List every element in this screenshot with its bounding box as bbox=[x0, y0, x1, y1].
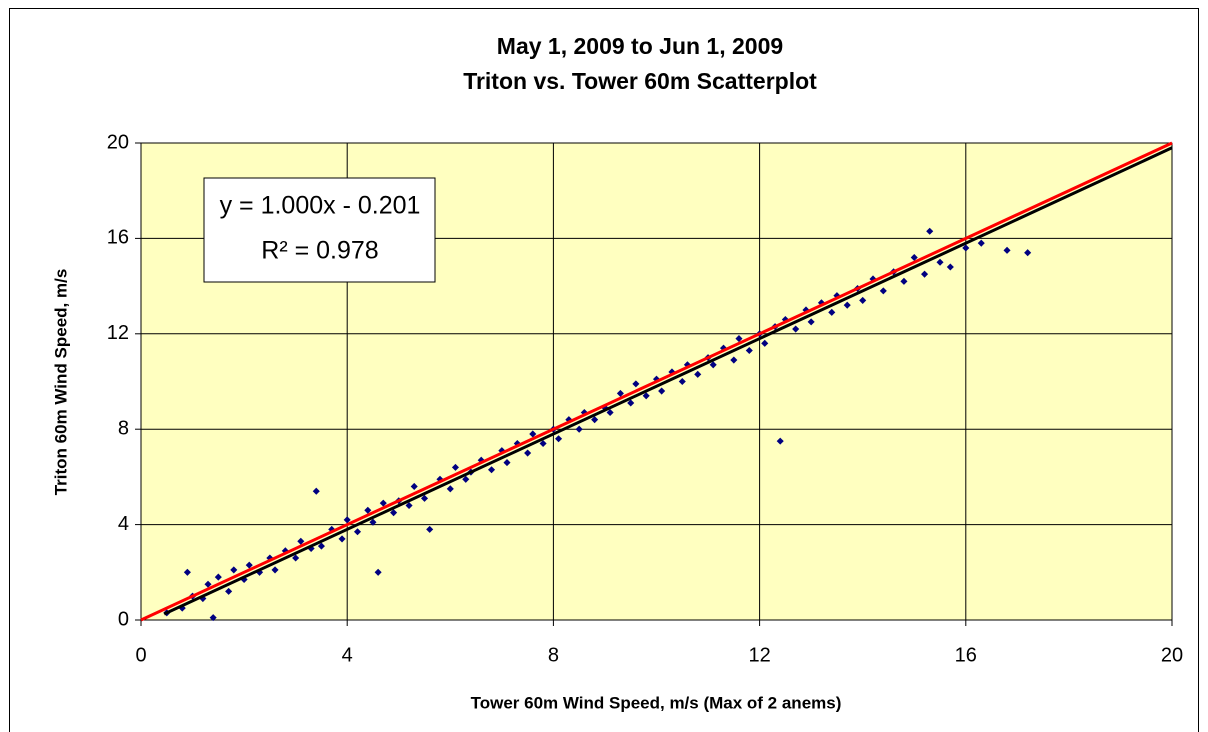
x-tick-label: 16 bbox=[955, 644, 977, 666]
point bbox=[209, 614, 217, 622]
point bbox=[735, 335, 743, 343]
point bbox=[379, 499, 387, 507]
point bbox=[606, 408, 614, 417]
y-axis-label: Triton 60m Wind Speed, m/s bbox=[51, 269, 70, 496]
point bbox=[555, 435, 563, 443]
point bbox=[524, 449, 532, 457]
point bbox=[962, 244, 970, 252]
point bbox=[529, 430, 537, 438]
point bbox=[369, 518, 377, 526]
x-tick-label: 20 bbox=[1161, 644, 1183, 666]
point bbox=[678, 377, 686, 386]
point bbox=[616, 389, 624, 397]
point bbox=[642, 392, 650, 400]
point bbox=[338, 535, 346, 543]
point bbox=[859, 296, 867, 304]
point bbox=[292, 554, 300, 562]
point bbox=[807, 318, 815, 326]
fit-line bbox=[163, 146, 1173, 616]
point bbox=[843, 301, 851, 309]
x-axis-label: Tower 60m Wind Speed, m/s (Max of 2 anem… bbox=[471, 693, 842, 712]
point bbox=[405, 501, 413, 510]
point bbox=[921, 270, 929, 278]
point bbox=[420, 494, 429, 502]
y-tick-label: 12 bbox=[107, 322, 129, 344]
point bbox=[575, 425, 583, 433]
x-tick-label: 4 bbox=[342, 644, 353, 666]
point bbox=[183, 568, 191, 576]
point bbox=[204, 580, 212, 588]
point bbox=[792, 325, 800, 333]
point bbox=[627, 399, 635, 407]
x-tick-label: 0 bbox=[135, 644, 146, 666]
annotation-box bbox=[203, 177, 436, 283]
point bbox=[364, 506, 372, 514]
point bbox=[1003, 246, 1011, 254]
point bbox=[225, 587, 233, 595]
point bbox=[374, 568, 382, 576]
x-tick-label: 8 bbox=[548, 644, 559, 666]
point bbox=[451, 463, 459, 471]
point bbox=[503, 459, 511, 467]
point bbox=[488, 466, 496, 474]
chart-subtitle: Triton vs. Tower 60m Scatterplot bbox=[463, 68, 817, 94]
x-tick-label: 12 bbox=[748, 644, 770, 666]
point bbox=[426, 525, 434, 533]
point bbox=[353, 528, 362, 536]
point bbox=[745, 346, 753, 355]
point bbox=[879, 287, 887, 295]
point bbox=[776, 437, 784, 445]
chart-title: May 1, 2009 to Jun 1, 2009 bbox=[497, 33, 783, 59]
point bbox=[761, 339, 769, 347]
point bbox=[926, 227, 934, 235]
point bbox=[312, 487, 320, 495]
point bbox=[446, 485, 454, 493]
point bbox=[390, 509, 398, 517]
y-tick-label: 16 bbox=[107, 227, 129, 249]
point bbox=[828, 308, 836, 316]
point bbox=[317, 542, 325, 550]
y-tick-label: 8 bbox=[118, 417, 129, 439]
annotation: R² = 0.978 bbox=[261, 237, 378, 265]
point bbox=[591, 416, 599, 424]
point bbox=[297, 537, 305, 545]
fit-line bbox=[140, 141, 1173, 622]
point bbox=[343, 516, 351, 524]
point bbox=[214, 573, 222, 581]
point bbox=[709, 361, 717, 369]
point bbox=[977, 239, 985, 247]
y-tick-label: 20 bbox=[107, 131, 129, 153]
y-tick-label: 4 bbox=[118, 513, 129, 535]
point bbox=[694, 370, 702, 378]
point bbox=[936, 258, 944, 266]
point bbox=[245, 561, 253, 569]
point bbox=[539, 439, 547, 448]
point bbox=[271, 566, 279, 574]
point bbox=[230, 566, 238, 574]
point bbox=[462, 475, 470, 483]
y-tick-label: 0 bbox=[118, 608, 129, 630]
point bbox=[632, 380, 640, 388]
point bbox=[730, 356, 738, 364]
point bbox=[410, 482, 418, 490]
point bbox=[946, 263, 954, 271]
point bbox=[900, 277, 908, 285]
annotation: y = 1.000x - 0.201 bbox=[220, 192, 421, 220]
point bbox=[658, 387, 666, 395]
